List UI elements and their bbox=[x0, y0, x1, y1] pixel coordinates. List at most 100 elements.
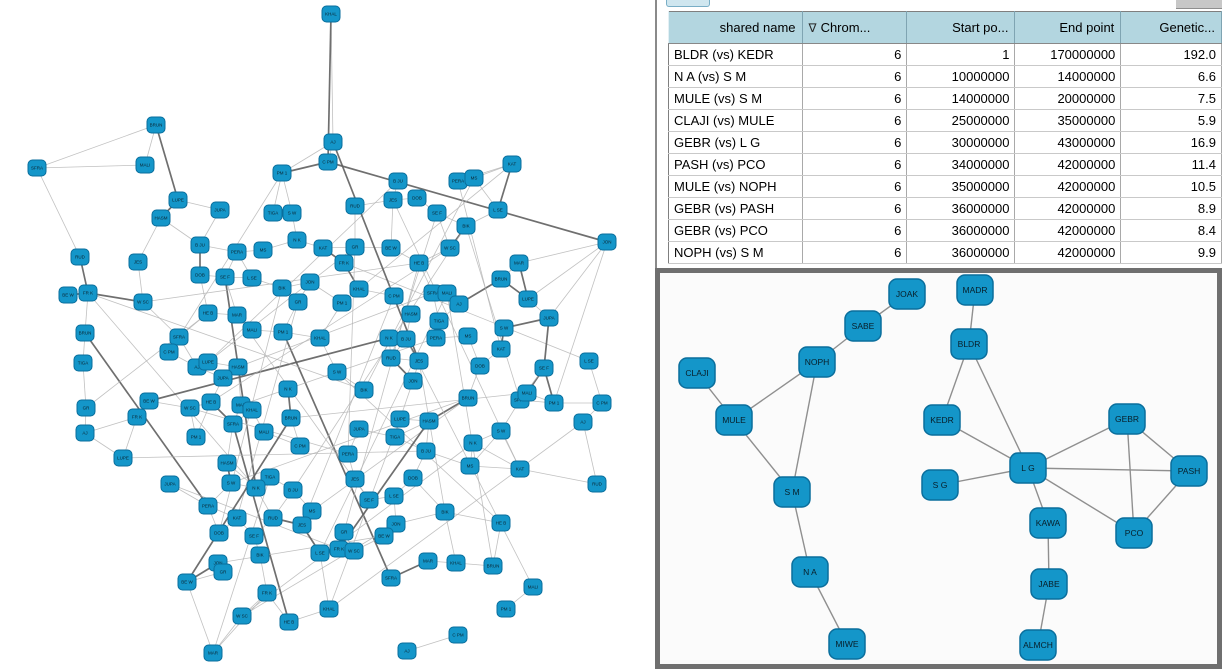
network-node[interactable]: HE B bbox=[279, 613, 299, 631]
network-node[interactable]: JUPA bbox=[160, 475, 180, 493]
network-node[interactable]: RUD bbox=[345, 197, 365, 215]
table-row[interactable]: GEBR (vs) PASH 6 36000000 42000000 8.9 bbox=[668, 197, 1222, 220]
table-cell[interactable]: 6 bbox=[802, 153, 908, 176]
network-node[interactable]: JUPA bbox=[349, 420, 369, 438]
table-cell[interactable]: 36000000 bbox=[906, 241, 1016, 264]
subnetwork-node-SG[interactable]: S G bbox=[921, 469, 959, 501]
table-cell[interactable]: 36000000 bbox=[906, 219, 1016, 242]
network-node[interactable]: PERA bbox=[448, 172, 468, 190]
table-cell[interactable]: MULE (vs) S M bbox=[668, 87, 803, 110]
network-node[interactable]: MALI bbox=[254, 423, 274, 441]
network-node[interactable]: SE F bbox=[244, 527, 264, 545]
table-cell[interactable]: 35000000 bbox=[906, 175, 1016, 198]
network-node[interactable]: BE W bbox=[177, 573, 197, 591]
network-node[interactable]: N K bbox=[379, 329, 399, 347]
subnetwork-node-ALMCH[interactable]: ALMCH bbox=[1019, 629, 1057, 661]
subnetwork-node-PASH[interactable]: PASH bbox=[1170, 455, 1208, 487]
network-node[interactable]: PM 1 bbox=[273, 323, 293, 341]
network-node[interactable]: HE B bbox=[198, 304, 218, 322]
network-node[interactable]: S W bbox=[282, 204, 302, 222]
network-node[interactable]: JON bbox=[597, 233, 617, 251]
network-node[interactable]: JUPA bbox=[210, 201, 230, 219]
network-node[interactable]: DOB bbox=[470, 357, 490, 375]
network-node[interactable]: B JU bbox=[190, 236, 210, 254]
network-node[interactable]: PERA bbox=[338, 445, 358, 463]
network-node[interactable]: SFRA bbox=[223, 415, 243, 433]
column-header-chrom-[interactable]: ∇ Chrom... bbox=[801, 11, 908, 44]
table-cell[interactable]: 6 bbox=[802, 109, 908, 132]
table-cell[interactable]: 42000000 bbox=[1014, 241, 1122, 264]
table-cell[interactable]: BLDR (vs) KEDR bbox=[668, 43, 803, 66]
network-node[interactable]: GR bbox=[213, 563, 233, 581]
network-node[interactable]: SFRA bbox=[169, 328, 189, 346]
table-cell[interactable]: 8.4 bbox=[1120, 219, 1222, 242]
network-node[interactable]: JUPA bbox=[539, 309, 559, 327]
network-node[interactable]: B JU bbox=[388, 172, 408, 190]
table-cell[interactable]: 42000000 bbox=[1014, 175, 1122, 198]
subnetwork-node-NOPH[interactable]: NOPH bbox=[798, 346, 836, 378]
table-cell[interactable]: 10.5 bbox=[1120, 175, 1222, 198]
network-node[interactable]: GR bbox=[76, 399, 96, 417]
network-node[interactable]: PM 1 bbox=[186, 428, 206, 446]
subnetwork-edge-NOPH-SM[interactable] bbox=[791, 361, 818, 493]
network-node[interactable]: AJ bbox=[397, 642, 417, 660]
table-cell[interactable]: 9.9 bbox=[1120, 241, 1222, 264]
table-cell[interactable]: 6 bbox=[802, 175, 908, 198]
subnetwork-node-NA[interactable]: N A bbox=[791, 556, 829, 588]
subnetwork-node-SM[interactable]: S M bbox=[773, 476, 811, 508]
table-cell[interactable]: 6 bbox=[802, 43, 908, 66]
subnetwork-node-JABE[interactable]: JABE bbox=[1030, 568, 1068, 600]
network-node[interactable]: C PM bbox=[159, 343, 179, 361]
network-node[interactable]: BIK bbox=[354, 381, 374, 399]
network-node[interactable]: S W bbox=[491, 422, 511, 440]
table-row[interactable]: MULE (vs) S M 6 14000000 20000000 7.5 bbox=[668, 87, 1222, 110]
table-cell[interactable]: 10000000 bbox=[906, 65, 1016, 88]
network-node[interactable]: MALI bbox=[242, 321, 262, 339]
table-cell[interactable]: N A (vs) S M bbox=[668, 65, 803, 88]
table-cell[interactable]: 6 bbox=[802, 65, 908, 88]
network-node[interactable]: S W bbox=[494, 319, 514, 337]
network-node[interactable]: AJ bbox=[75, 424, 95, 442]
network-node[interactable]: W SC bbox=[133, 293, 153, 311]
table-cell[interactable]: 30000000 bbox=[906, 131, 1016, 154]
network-node[interactable]: PM 1 bbox=[496, 600, 516, 618]
network-node[interactable]: FR K bbox=[257, 584, 277, 602]
table-cell[interactable]: 42000000 bbox=[1014, 219, 1122, 242]
subnetwork-edge-LG-PASH[interactable] bbox=[1027, 467, 1190, 472]
network-node[interactable]: HASM bbox=[401, 305, 421, 323]
network-node[interactable]: KHAL bbox=[349, 280, 369, 298]
network-node[interactable]: BIK bbox=[250, 546, 270, 564]
table-row[interactable]: GEBR (vs) L G 6 30000000 43000000 16.9 bbox=[668, 131, 1222, 154]
table-cell[interactable]: 8.9 bbox=[1120, 197, 1222, 220]
network-node[interactable]: C PM bbox=[290, 437, 310, 455]
table-cell[interactable]: 6.6 bbox=[1120, 65, 1222, 88]
table-row[interactable]: N A (vs) S M 6 10000000 14000000 6.6 bbox=[668, 65, 1222, 88]
table-cell[interactable]: 42000000 bbox=[1014, 153, 1122, 176]
network-node[interactable]: JON bbox=[403, 372, 423, 390]
table-cell[interactable]: 16.9 bbox=[1120, 131, 1222, 154]
network-node[interactable]: SE F bbox=[427, 204, 447, 222]
column-header-start-po-[interactable]: Start po... bbox=[906, 11, 1016, 44]
network-node[interactable]: LUPE bbox=[113, 449, 133, 467]
subnetwork-node-JOAK[interactable]: JOAK bbox=[888, 278, 926, 310]
network-node[interactable]: SFRA bbox=[381, 569, 401, 587]
network-node[interactable]: DOB bbox=[190, 266, 210, 284]
table-cell[interactable]: MULE (vs) NOPH bbox=[668, 175, 803, 198]
network-node[interactable]: BE W bbox=[139, 392, 159, 410]
network-node[interactable]: KHAL bbox=[319, 600, 339, 618]
network-node[interactable]: HE B bbox=[201, 393, 221, 411]
network-node[interactable]: RUD bbox=[263, 509, 283, 527]
network-node[interactable]: SE F bbox=[215, 268, 235, 286]
network-node[interactable]: W SC bbox=[344, 542, 364, 560]
table-cell[interactable]: GEBR (vs) PASH bbox=[668, 197, 803, 220]
network-node[interactable]: BRUN bbox=[75, 324, 95, 342]
network-node[interactable]: TIGA bbox=[429, 312, 449, 330]
network-node[interactable]: BRUN bbox=[458, 389, 478, 407]
network-node[interactable]: SE F bbox=[359, 491, 379, 509]
network-node[interactable]: S W bbox=[221, 474, 241, 492]
table-row[interactable]: NOPH (vs) S M 6 36000000 42000000 9.9 bbox=[668, 241, 1222, 264]
network-node[interactable]: MS bbox=[460, 457, 480, 475]
network-node[interactable]: JES bbox=[383, 191, 403, 209]
subnetwork-node-PCO[interactable]: PCO bbox=[1115, 517, 1153, 549]
